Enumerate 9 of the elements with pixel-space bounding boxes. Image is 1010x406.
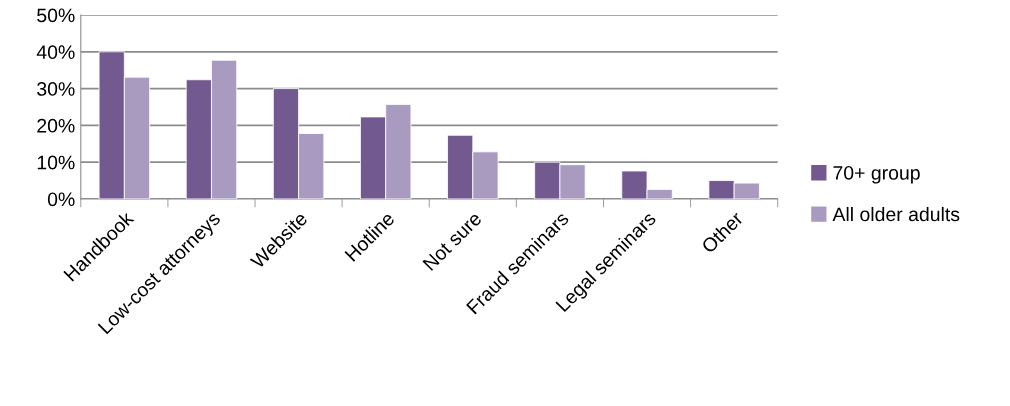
y-tick-label: 30% (37, 82, 75, 96)
y-tick-label: 20% (37, 118, 75, 133)
x-tick-label: Not sure (422, 211, 483, 271)
y-tick-label: 0% (47, 192, 75, 207)
y-tick-label: 10% (37, 155, 75, 170)
legend-label: 70+ group (833, 165, 920, 184)
y-tick-label: 40% (36, 45, 75, 60)
y-tick-label: 50% (37, 8, 75, 23)
legend-label: All older adults (832, 206, 960, 222)
